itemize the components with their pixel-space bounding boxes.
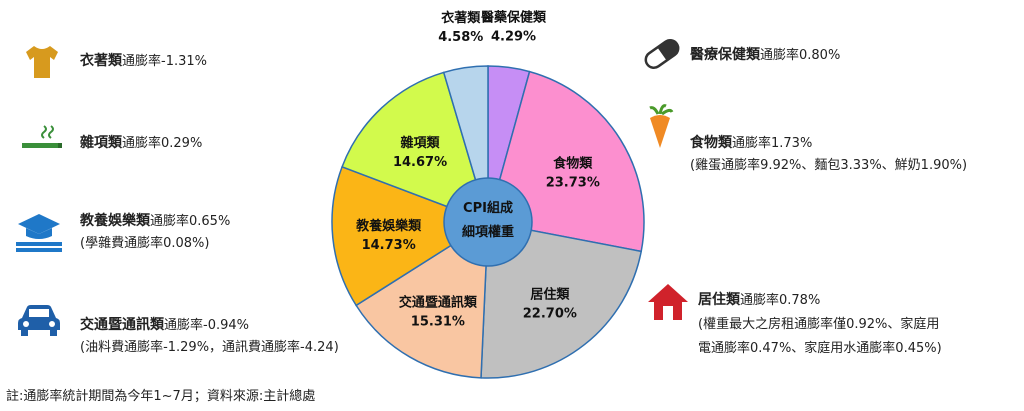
callout-clothing-rate: 通膨率-1.31%: [122, 54, 207, 69]
callout-housing-detail1: (權重最大之房租通膨率僅0.92%、家庭用: [698, 317, 940, 332]
callout-medical: 醫療保健類通膨率0.80%: [690, 44, 840, 67]
slice-name-label: 教養娛樂類: [355, 218, 422, 234]
pie-slice: [331, 165, 490, 307]
callout-food-rate: 通膨率1.73%: [732, 136, 813, 151]
callout-education: 教養娛樂類通膨率0.65% (學雜費通膨率0.08%): [80, 210, 230, 255]
slice-value-label: 14.73%: [362, 238, 416, 253]
slice-name-label: 雜項類: [401, 135, 441, 151]
callout-food-detail: (雞蛋通膨率9.92%、麵包3.33%、鮮奶1.90%): [690, 158, 968, 173]
slice-value-label: 22.70%: [523, 306, 577, 321]
slice-value-label: 4.29%: [491, 30, 536, 45]
slice-name-label: 醫藥保健類: [481, 10, 547, 26]
car-icon: [16, 302, 62, 342]
house-icon: [646, 282, 690, 326]
callout-housing-rate: 通膨率0.78%: [740, 293, 821, 308]
callout-food-title: 食物類: [690, 135, 732, 151]
callout-clothing: 衣著類通膨率-1.31%: [80, 50, 207, 73]
pie-slice: [355, 220, 489, 379]
footnote: 註:通膨率統計期間為今年1~7月；資料來源:主計總處: [6, 389, 316, 404]
callout-misc-rate: 通膨率0.29%: [122, 136, 203, 151]
center-label-line1: CPI組成: [463, 200, 513, 216]
slice-name-label: 食物類: [553, 155, 593, 171]
callout-misc-title: 雜項類: [80, 135, 122, 151]
shirt-icon: [22, 44, 62, 84]
callout-transport-rate: 通膨率-0.94%: [164, 318, 249, 333]
pie-slice: [480, 221, 643, 379]
callout-housing: 居住類通膨率0.78% (權重最大之房租通膨率僅0.92%、家庭用 電通膨率0.…: [698, 288, 942, 361]
callout-transport: 交通暨通訊類通膨率-0.94% (油料費通膨率-1.29%，通訊費通膨率-4.2…: [80, 314, 339, 359]
graduation-cap-icon: [14, 212, 64, 258]
slice-name-label: 居住類: [530, 286, 570, 302]
callout-misc: 雜項類通膨率0.29%: [80, 132, 202, 155]
slice-value-label: 4.58%: [438, 30, 483, 45]
callout-medical-rate: 通膨率0.80%: [760, 48, 841, 63]
slice-value-label: 23.73%: [546, 175, 600, 190]
cigarette-icon: [20, 122, 64, 156]
slice-name-label: 交通暨通訊類: [399, 294, 478, 310]
callout-education-detail: (學雜費通膨率0.08%): [80, 236, 210, 251]
callout-housing-detail2: 電通膨率0.47%、家庭用水通膨率0.45%): [698, 341, 942, 356]
callout-clothing-title: 衣著類: [80, 53, 122, 69]
carrot-icon: [642, 104, 678, 154]
callout-housing-title: 居住類: [698, 292, 740, 308]
center-label-line2: 細項權重: [462, 224, 514, 240]
slice-value-label: 14.67%: [393, 155, 447, 170]
callout-education-title: 教養娛樂類: [80, 213, 150, 229]
callout-medical-title: 醫療保健類: [690, 47, 760, 63]
pie-slice: [341, 71, 490, 224]
pill-icon: [640, 36, 684, 76]
pie-center-circle: [443, 177, 533, 267]
slice-name-label: 衣著類: [441, 10, 481, 26]
callout-food: 食物類通膨率1.73% (雞蛋通膨率9.92%、麵包3.33%、鮮奶1.90%): [690, 132, 967, 177]
callout-transport-title: 交通暨通訊類: [80, 317, 164, 333]
callout-education-rate: 通膨率0.65%: [150, 214, 231, 229]
callout-transport-detail: (油料費通膨率-1.29%，通訊費通膨率-4.24): [80, 340, 339, 355]
slice-value-label: 15.31%: [411, 314, 465, 329]
